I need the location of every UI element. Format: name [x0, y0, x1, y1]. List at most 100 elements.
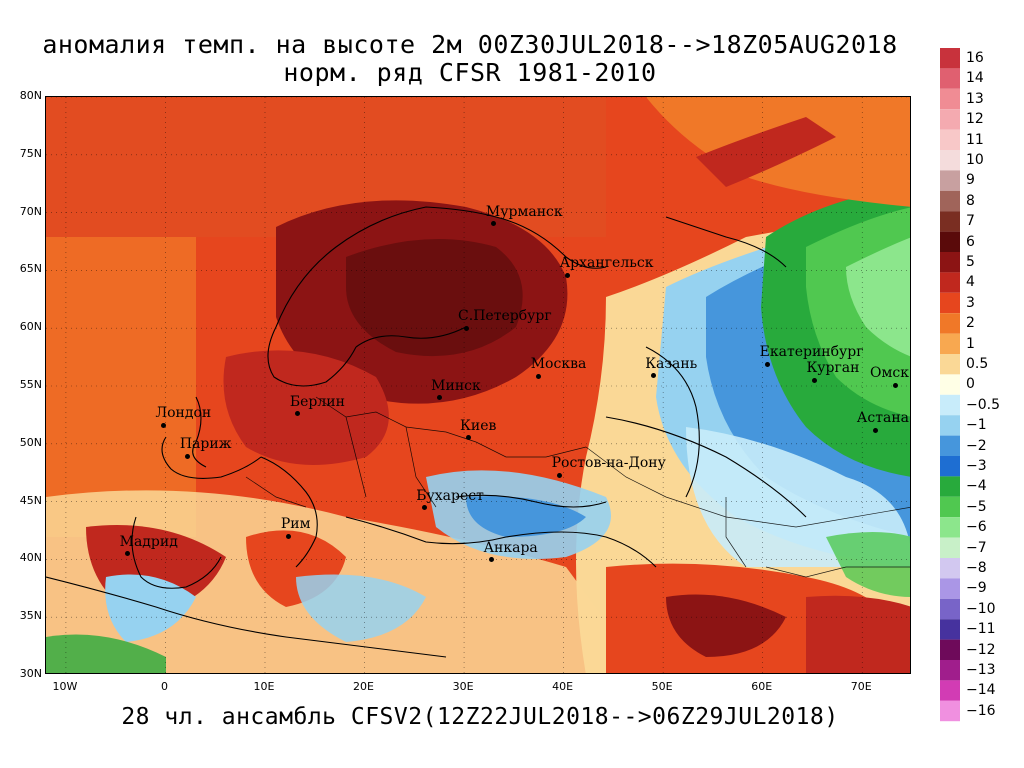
city-label: Архангельск: [559, 255, 654, 272]
lon-tick-label: 60E: [751, 680, 773, 693]
lon-tick-label: 40E: [552, 680, 574, 693]
city-label: Ростов-на-Дону: [551, 455, 666, 472]
lat-tick-label: 30N: [19, 667, 42, 680]
city-label: Курган: [806, 360, 860, 377]
colorbar-swatch: [940, 558, 960, 579]
colorbar-label: −10: [966, 600, 996, 617]
colorbar-label: −8: [966, 560, 987, 576]
colorbar-label: −13: [966, 662, 996, 678]
colorbar-swatch: [940, 313, 960, 334]
lon-tick-label: 30E: [452, 680, 474, 693]
colorbar-swatch: [940, 598, 960, 620]
colorbar-label: −4: [966, 478, 987, 495]
lon-tick-label: 20E: [353, 680, 374, 693]
lon-tick-label: 70E: [850, 680, 872, 693]
colorbar-swatch: [940, 456, 960, 477]
city-label: Бухарест: [416, 487, 484, 504]
lat-tick-label: 35N: [19, 609, 42, 623]
city-label: Лондон: [155, 405, 212, 422]
colorbar-label: −12: [966, 641, 996, 658]
city-marker: [436, 395, 442, 401]
city-label: Париж: [179, 436, 232, 453]
colorbar-label: −2: [966, 437, 987, 454]
colorbar-swatch: [940, 578, 960, 599]
colorbar-label: 16: [966, 50, 984, 66]
city-marker: [185, 453, 191, 459]
map-title-line1: аномалия темп. на высоте 2м 00Z30JUL2018…: [42, 30, 898, 59]
colorbar-label: 3: [966, 294, 975, 311]
colorbar-label: −7: [966, 539, 987, 556]
city-marker: [892, 382, 898, 388]
colorbar-swatch: [940, 129, 960, 150]
colorbar-label: −9: [966, 580, 987, 597]
anomaly-field: [46, 97, 910, 673]
lat-tick-label: 45N: [19, 493, 42, 507]
colorbar-label: 11: [966, 131, 984, 148]
colorbar-swatch: [940, 619, 960, 640]
colorbar-label: −5: [966, 498, 987, 515]
city-marker: [650, 373, 656, 379]
city-marker: [488, 557, 494, 563]
colorbar-swatch: [940, 476, 960, 497]
colorbar-swatch: [940, 272, 960, 293]
city-marker: [465, 435, 471, 441]
colorbar-swatch: [940, 394, 960, 416]
colorbar-swatch: [940, 496, 960, 518]
colorbar-swatch: [940, 48, 960, 69]
colorbar-swatch: [940, 190, 960, 212]
lon-tick-label: 50E: [651, 680, 673, 693]
lon-tick-label: 10W: [52, 680, 78, 693]
colorbar-swatch: [940, 231, 960, 252]
colorbar-label: −3: [966, 458, 987, 474]
lat-tick-label: 70N: [19, 204, 42, 218]
colorbar-label: 5: [966, 254, 975, 270]
city-marker: [811, 377, 817, 383]
city-marker: [463, 325, 469, 331]
city-label: Мадрид: [119, 533, 178, 550]
colorbar-label: 6: [966, 233, 975, 250]
colorbar-label: 0.5: [966, 356, 989, 372]
lat-tick-label: 75N: [19, 146, 42, 160]
city-marker: [536, 373, 542, 379]
colorbar-swatch: [940, 333, 960, 354]
city-marker: [125, 551, 131, 557]
colorbar-label: 12: [966, 111, 984, 128]
city-marker: [557, 472, 563, 478]
lat-tick-label: 60N: [19, 320, 42, 334]
lat-tick-label: 65N: [19, 262, 42, 276]
colorbar-label: 1: [966, 335, 975, 352]
city-marker: [295, 411, 301, 417]
colorbar-swatch: [940, 150, 960, 171]
city-label: Екатеринбург: [759, 344, 864, 361]
colorbar-label: 2: [966, 315, 975, 332]
lat-tick-label: 55N: [19, 378, 42, 391]
map-title-line2: норм. ряд CFSR 1981-2010: [283, 58, 657, 87]
city-marker: [872, 427, 878, 433]
city-label: Киев: [460, 417, 497, 434]
colorbar-label: 4: [966, 274, 975, 291]
city-marker: [160, 422, 166, 428]
colorbar-swatch: [940, 374, 960, 395]
colorbar-swatch: [940, 354, 960, 375]
colorbar-label: 10: [966, 152, 984, 168]
city-label: Рим: [280, 516, 311, 533]
colorbar-swatch: [940, 415, 960, 436]
city-label: Москва: [530, 356, 587, 373]
lat-tick-label: 80N: [19, 89, 42, 102]
city-marker: [286, 533, 292, 539]
lat-tick-label: 50N: [19, 435, 42, 449]
city-marker: [565, 272, 571, 278]
colorbar-label: 13: [966, 90, 984, 107]
colorbar-swatch: [940, 211, 960, 232]
colorbar-swatch: [940, 660, 960, 681]
colorbar-swatch: [940, 700, 960, 722]
colorbar-swatch: [940, 537, 960, 558]
city-marker: [491, 221, 497, 226]
colorbar-label: −0.5: [966, 396, 1000, 413]
colorbar-swatch: [940, 88, 960, 110]
colorbar-swatch: [940, 68, 960, 89]
colorbar-label: −1: [966, 417, 987, 434]
colorbar-label: −16: [966, 702, 996, 719]
city-label: Казань: [645, 355, 698, 372]
city-label: Астана: [856, 410, 909, 427]
